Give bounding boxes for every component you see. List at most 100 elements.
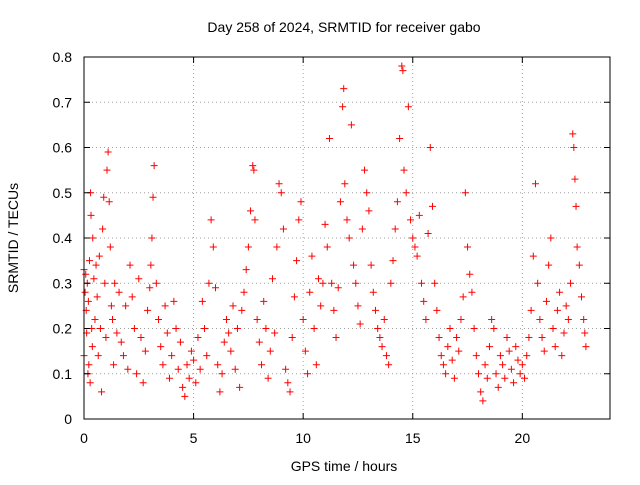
data-point: [380, 315, 388, 323]
data-point: [518, 361, 526, 369]
data-point: [87, 211, 95, 219]
data-point: [275, 180, 283, 188]
data-point: [92, 261, 100, 269]
data-point: [437, 352, 445, 360]
data-point: [122, 302, 130, 310]
data-point: [378, 343, 386, 351]
data-point: [179, 383, 187, 391]
data-point: [147, 261, 155, 269]
chart-title: Day 258 of 2024, SRMTID for receiver gab…: [207, 19, 480, 35]
data-point: [472, 352, 480, 360]
data-point: [165, 374, 173, 382]
data-point: [356, 320, 364, 328]
data-point: [442, 370, 450, 378]
data-point: [567, 279, 575, 287]
data-point: [336, 198, 344, 206]
data-point: [330, 306, 338, 314]
data-point: [507, 365, 515, 373]
data-point: [104, 148, 112, 156]
data-point: [562, 302, 570, 310]
data-point: [273, 243, 281, 251]
data-point: [268, 275, 276, 283]
data-point: [103, 166, 111, 174]
data-point: [297, 198, 305, 206]
data-point: [461, 189, 469, 197]
data-point: [218, 370, 226, 378]
data-point: [86, 379, 94, 387]
data-points: [80, 62, 590, 405]
data-point: [459, 293, 467, 301]
data-point: [242, 266, 250, 274]
data-point: [418, 279, 426, 287]
data-point: [505, 347, 513, 355]
data-point: [253, 315, 261, 323]
data-point: [343, 216, 351, 224]
data-point: [512, 343, 520, 351]
data-point: [135, 275, 143, 283]
data-point: [113, 329, 121, 337]
data-point: [102, 334, 110, 342]
data-point: [295, 216, 303, 224]
x-axis-label: GPS time / hours: [291, 458, 398, 474]
y-tick-label: 0.2: [53, 321, 73, 337]
data-point: [172, 325, 180, 332]
data-point: [426, 144, 434, 151]
data-point: [571, 175, 579, 183]
data-point: [369, 288, 377, 296]
data-point: [483, 374, 491, 382]
data-point: [382, 352, 390, 360]
data-point: [216, 388, 224, 396]
data-point: [236, 383, 244, 391]
data-point: [558, 352, 566, 360]
data-point: [556, 288, 564, 296]
data-point: [367, 261, 375, 269]
data-point: [98, 388, 106, 396]
data-point: [90, 275, 98, 283]
data-point: [161, 302, 169, 310]
data-point: [130, 325, 138, 332]
data-point: [575, 261, 583, 269]
data-point: [137, 334, 145, 342]
data-point: [542, 297, 550, 305]
data-point: [299, 315, 307, 323]
data-point: [310, 325, 318, 332]
data-point: [262, 325, 270, 332]
data-point: [402, 189, 410, 197]
data-point: [470, 325, 478, 332]
data-point: [494, 383, 502, 391]
data-point: [304, 370, 312, 378]
data-point: [85, 361, 93, 369]
data-point: [115, 288, 123, 296]
data-point: [457, 315, 465, 323]
data-point: [422, 315, 430, 323]
data-point: [398, 62, 406, 70]
data-point: [521, 374, 529, 382]
y-tick-label: 0: [64, 411, 72, 427]
data-point: [431, 279, 439, 287]
data-point: [260, 297, 268, 305]
data-point: [312, 361, 320, 369]
data-point: [258, 361, 266, 369]
data-point: [523, 352, 531, 360]
data-point: [106, 243, 114, 251]
data-point: [415, 211, 423, 219]
data-point: [101, 279, 109, 287]
x-tick-label: 20: [515, 430, 531, 446]
data-point: [573, 243, 581, 251]
data-point: [95, 252, 103, 260]
data-point: [119, 352, 127, 360]
data-point: [393, 198, 401, 206]
data-point: [203, 352, 211, 360]
data-point: [82, 270, 90, 278]
data-point: [345, 234, 353, 242]
data-point: [89, 234, 97, 242]
data-point: [581, 329, 589, 337]
data-point: [250, 166, 258, 174]
data-point: [323, 243, 331, 251]
data-point: [198, 297, 206, 305]
data-point: [387, 279, 395, 287]
data-point: [187, 347, 195, 355]
data-point: [582, 343, 590, 351]
